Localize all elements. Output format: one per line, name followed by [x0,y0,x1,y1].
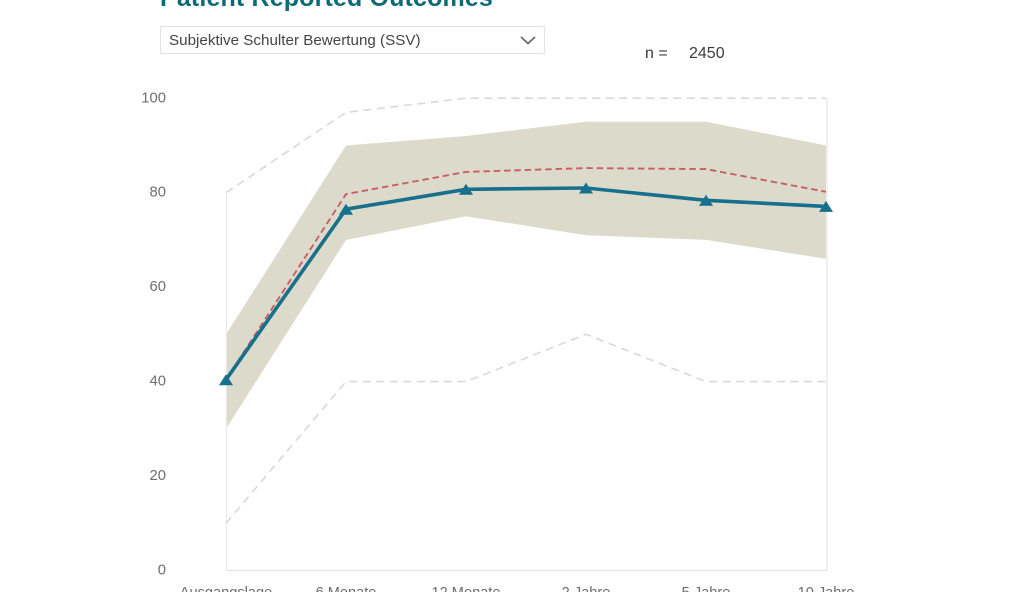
svg-text:Ausgangslage: Ausgangslage [180,585,273,592]
svg-text:5 Jahre: 5 Jahre [682,585,731,592]
svg-text:2 Jahre: 2 Jahre [562,585,611,592]
svg-text:80: 80 [150,185,166,201]
svg-text:12 Monate: 12 Monate [432,585,501,592]
svg-text:40: 40 [150,374,166,390]
svg-text:0: 0 [158,563,166,579]
svg-text:100: 100 [141,90,166,106]
svg-text:10 Jahre: 10 Jahre [798,585,855,592]
svg-text:60: 60 [150,279,166,295]
svg-text:6 Monate: 6 Monate [316,585,377,592]
svg-text:20: 20 [150,468,166,484]
